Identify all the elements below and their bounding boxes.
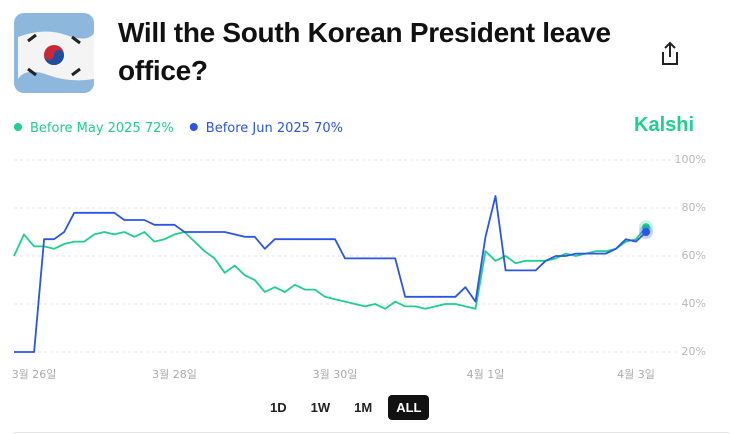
- legend-dot: [189, 123, 198, 131]
- legend-value: 70%: [314, 121, 343, 136]
- y-tick-label: 60%: [682, 249, 706, 262]
- divider: [14, 432, 729, 433]
- legend-dot: [14, 123, 22, 131]
- chart: 20% 40% 60% 80% 100% 3월 26일 3월 28일 3월 30일 4월 1일 4…: [12, 121, 706, 382]
- y-tick-label: 40%: [682, 297, 706, 310]
- legend-name: Before Jun 2025: [206, 121, 310, 136]
- range-button[interactable]: 1W: [310, 400, 331, 415]
- x-tick-label: 3월 30일: [313, 367, 358, 381]
- end-dot: [642, 228, 650, 236]
- x-tick-label: 3월 26일: [12, 367, 57, 381]
- market-title: Will the South Korean President leave of…: [118, 17, 611, 86]
- x-tick-label: 3월 28일: [152, 367, 197, 381]
- y-tick-label: 100%: [675, 153, 706, 166]
- share-button[interactable]: [658, 41, 682, 67]
- legend-label: Before Jun 2025 70%: [206, 121, 343, 136]
- y-tick-label: 80%: [682, 201, 706, 214]
- x-tick-label: 4월 3일: [617, 367, 655, 381]
- range-button[interactable]: 1M: [354, 400, 373, 415]
- series-line: [14, 195, 647, 353]
- legend-name: Before May 2025: [30, 121, 141, 136]
- range-selector: 1D 1W 1M ALL: [262, 395, 430, 420]
- legend-label: Before May 2025 72%: [30, 121, 174, 136]
- x-tick-label: 4월 1일: [467, 367, 505, 381]
- series-line: [13, 226, 647, 310]
- legend-value: 72%: [145, 121, 174, 136]
- market-image: [14, 13, 94, 93]
- range-button[interactable]: 1D: [270, 400, 287, 415]
- brand-logo: Kalshi: [634, 114, 695, 136]
- range-button[interactable]: ALL: [388, 395, 430, 420]
- y-tick-label: 20%: [682, 345, 706, 358]
